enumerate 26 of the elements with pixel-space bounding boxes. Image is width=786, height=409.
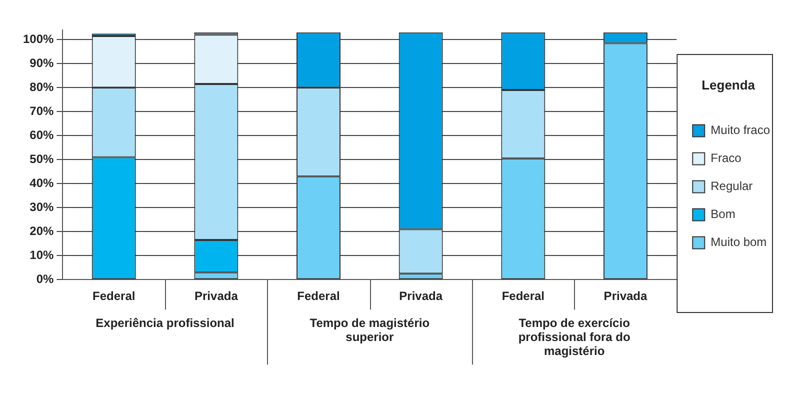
legend-title: Legenda	[702, 77, 756, 92]
text: Tempo de exercício profissional fora do magistério	[518, 316, 630, 358]
y-tick-label: 80%	[30, 80, 54, 94]
y-tick-label: 10%	[30, 248, 54, 262]
y-tick-label: 90%	[30, 56, 54, 70]
legend-label: Regular	[710, 179, 753, 194]
y-tick-label: 0%	[36, 272, 54, 286]
y-tick-label: 40%	[30, 176, 54, 190]
legend-label: Muito bom	[710, 235, 767, 250]
y-tick-label: 70%	[30, 104, 54, 118]
text: Experiência profissional	[96, 316, 234, 330]
x-tick-label: Federal	[297, 289, 340, 304]
x-tick-label: Privada	[399, 289, 443, 304]
legend-label: Fraco	[710, 151, 742, 166]
legend-label: Bom	[710, 207, 736, 222]
x-tick-label: Federal	[92, 289, 136, 304]
legend-label: Muito fraco	[710, 123, 770, 138]
y-tick-label: 100%	[22, 32, 54, 46]
x-tick-label: Privada	[604, 289, 648, 304]
x-tick-label: Privada	[194, 289, 238, 304]
y-tick-label: 50%	[30, 152, 54, 166]
y-tick-label: 20%	[30, 224, 54, 238]
x-tick-label: Federal	[502, 289, 544, 304]
y-tick-label: 30%	[30, 200, 54, 214]
y-tick-label: 60%	[30, 128, 54, 142]
text: Tempo de magistério superior	[310, 316, 430, 344]
